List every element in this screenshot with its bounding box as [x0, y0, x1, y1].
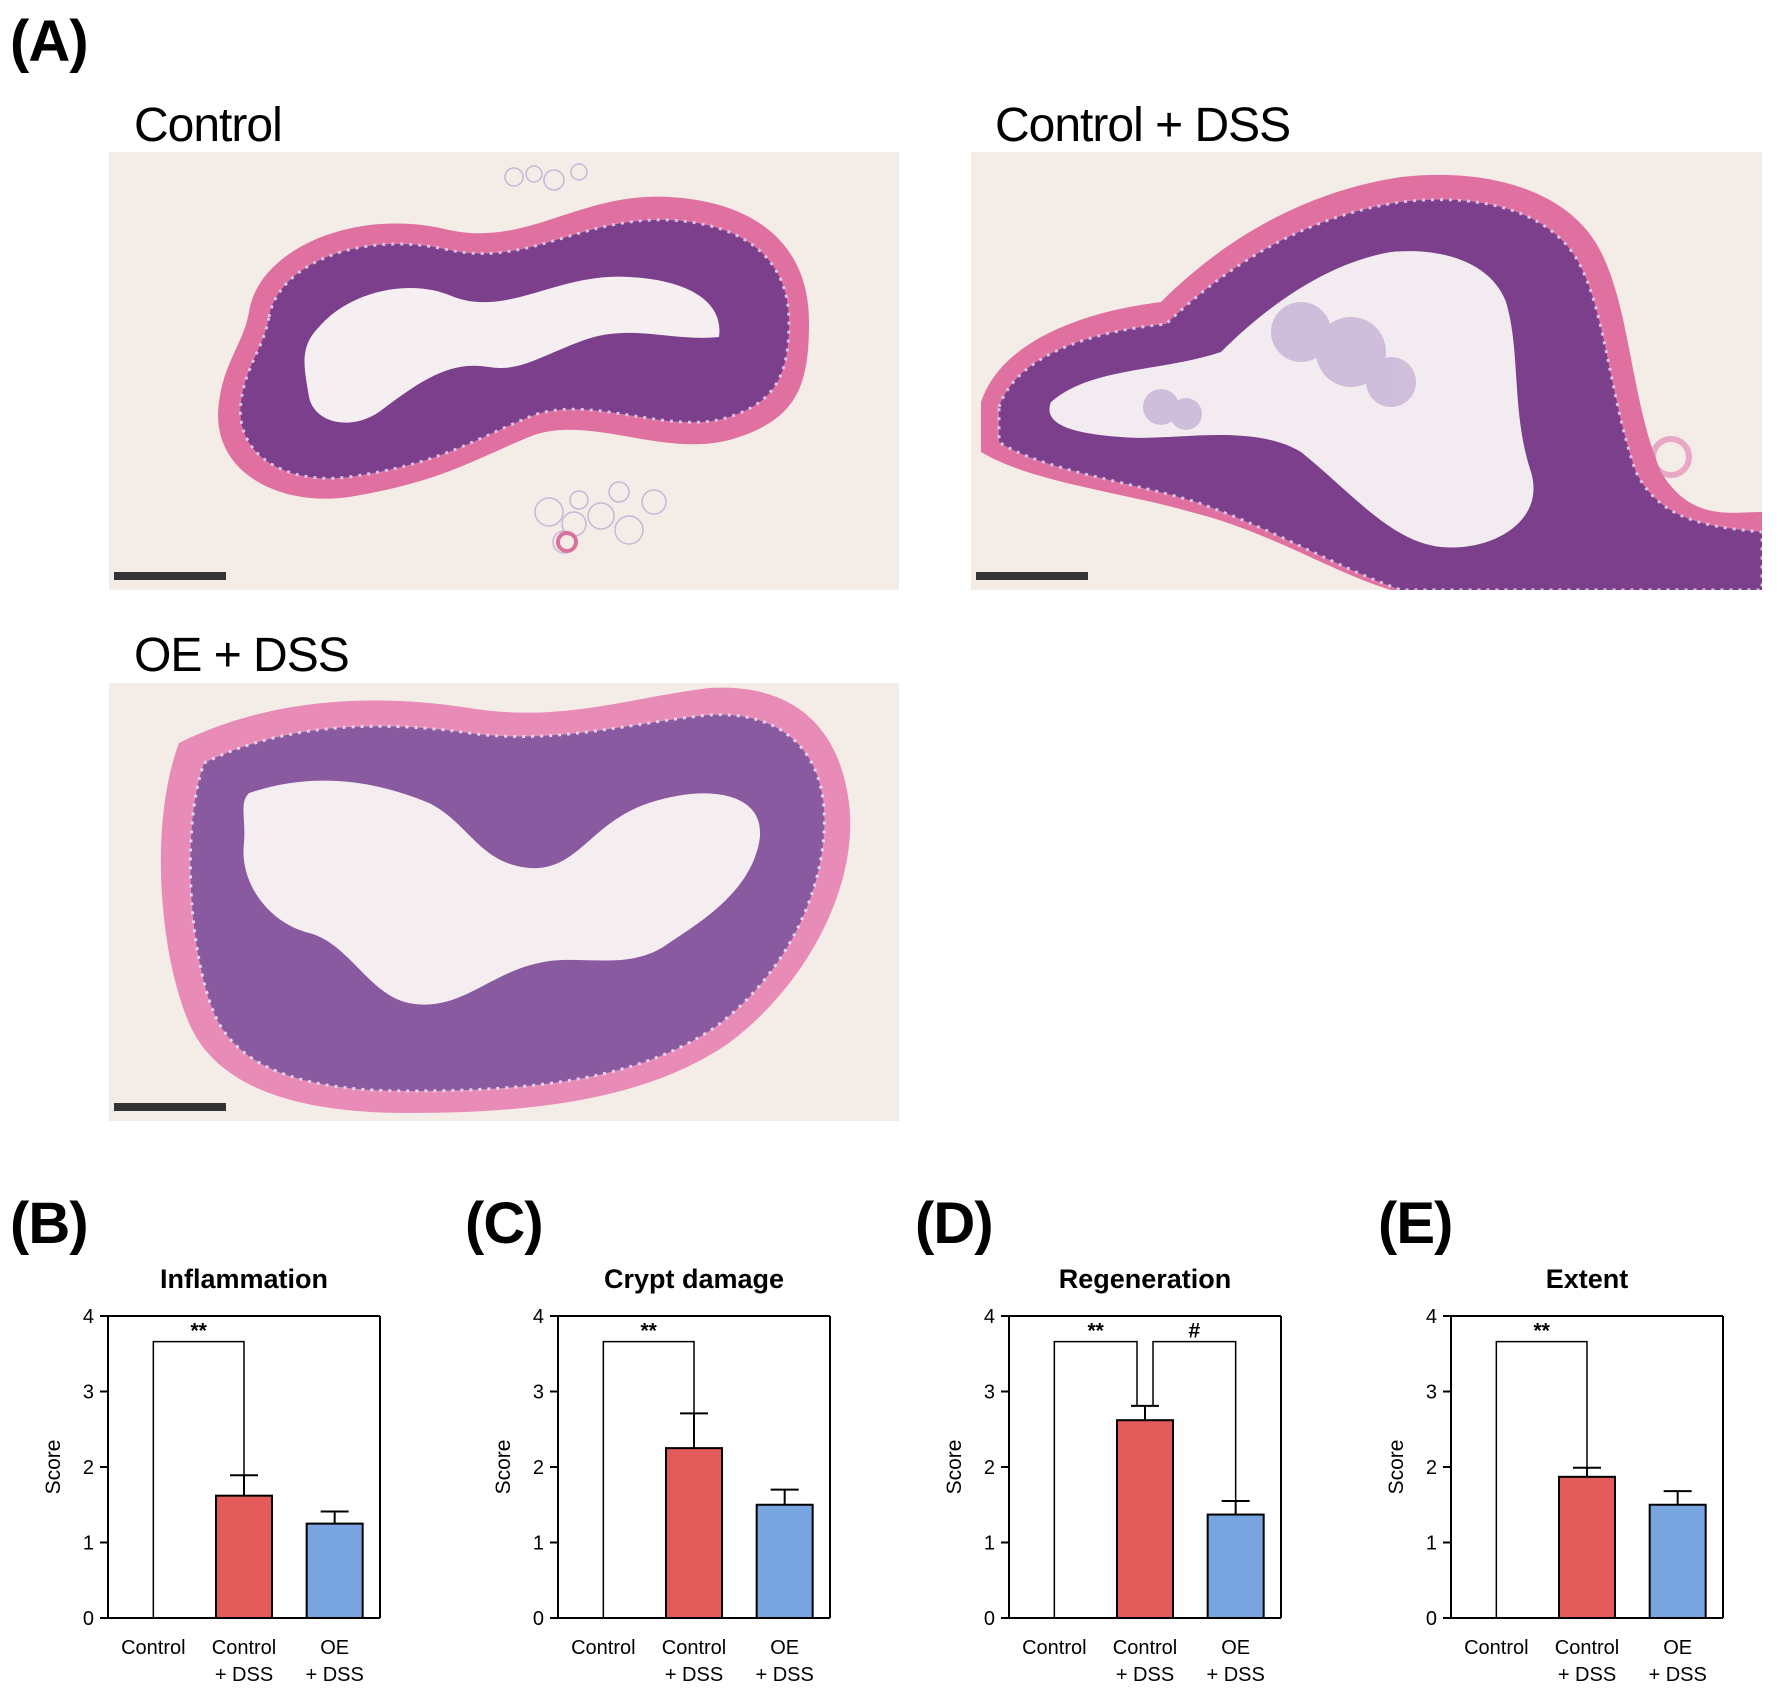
chart-title: Crypt damage [604, 1264, 784, 1294]
y-tick-label: 4 [533, 1306, 544, 1328]
y-tick-label: 3 [533, 1382, 544, 1404]
image-label-control: Control [134, 99, 283, 152]
x-category-label: Control [662, 1637, 726, 1659]
bar [1558, 1475, 1616, 1619]
significance-bracket [602, 1340, 695, 1618]
panel-label-d: (D) [915, 1191, 994, 1256]
significance-bracket [152, 1340, 245, 1618]
y-tick-label: 1 [533, 1533, 544, 1555]
chart-title: Inflammation [160, 1264, 328, 1294]
x-category-label: + DSS [1206, 1664, 1264, 1686]
chart-regeneration: Regeneration 0 1 2 3 4 Score Control Control + DS… [941, 1264, 1321, 1690]
y-tick-label: 3 [1426, 1382, 1437, 1404]
y-tick-label: 2 [1426, 1457, 1437, 1479]
y-tick-label: 1 [1426, 1533, 1437, 1555]
y-tick-label: 4 [83, 1306, 94, 1328]
significance-label: ** [1533, 1320, 1550, 1343]
bar [1648, 1503, 1707, 1619]
scale-bar [976, 572, 1088, 580]
y-tick-label: 0 [984, 1608, 995, 1630]
histology-image-control [109, 152, 899, 590]
panel-label-c: (C) [465, 1191, 544, 1256]
x-category-label: + DSS [1116, 1664, 1174, 1686]
chart-crypt-damage: Crypt damage 0 1 2 3 4 Score Control Control + DS… [490, 1264, 870, 1690]
x-category-label: Control [1464, 1637, 1528, 1659]
significance-label: # [1188, 1320, 1200, 1343]
x-category-label: Control [121, 1637, 185, 1659]
x-category-label: OE [320, 1637, 349, 1659]
chart-title: Regeneration [1059, 1264, 1232, 1294]
image-label-control-dss: Control + DSS [995, 99, 1291, 152]
chart-extent: Extent 0 1 2 3 4 Score Control Control + DSS OE + D… [1383, 1264, 1763, 1690]
y-tick-label: 4 [984, 1306, 995, 1328]
y-tick-label: 0 [83, 1608, 94, 1630]
bar [215, 1494, 273, 1619]
panel-label-e: (E) [1378, 1191, 1453, 1256]
histology-image-control-dss [971, 152, 1762, 590]
histology-image-oe-dss [109, 683, 899, 1121]
significance-bracket [1152, 1340, 1237, 1501]
y-tick-label: 2 [984, 1457, 995, 1479]
x-category-label: + DSS [305, 1664, 363, 1686]
scale-bar [114, 572, 226, 580]
y-tick-label: 0 [533, 1608, 544, 1630]
x-category-label: Control [1022, 1637, 1086, 1659]
x-category-label: + DSS [1648, 1664, 1706, 1686]
panel-label-a: (A) [10, 9, 89, 74]
y-axis-title: Score [42, 1440, 65, 1495]
x-category-label: + DSS [665, 1664, 723, 1686]
y-tick-label: 0 [1426, 1608, 1437, 1630]
image-label-oe-dss: OE + DSS [134, 629, 350, 682]
x-category-label: + DSS [215, 1664, 273, 1686]
x-category-label: OE [1221, 1637, 1250, 1659]
x-category-label: OE [770, 1637, 799, 1659]
y-axis-title: Score [943, 1440, 966, 1495]
bar [305, 1522, 364, 1619]
x-category-label: Control [1555, 1637, 1619, 1659]
y-tick-label: 4 [1426, 1306, 1437, 1328]
significance-label: ** [1087, 1320, 1104, 1343]
bar [1206, 1513, 1265, 1619]
y-tick-label: 1 [83, 1533, 94, 1555]
y-axis-title: Score [492, 1440, 515, 1495]
y-tick-label: 3 [83, 1382, 94, 1404]
bar [1116, 1419, 1174, 1619]
bar [665, 1447, 723, 1619]
x-category-label: Control [212, 1637, 276, 1659]
x-category-label: + DSS [1558, 1664, 1616, 1686]
significance-label: ** [190, 1320, 207, 1343]
y-tick-label: 1 [984, 1533, 995, 1555]
y-tick-label: 2 [83, 1457, 94, 1479]
bar [755, 1503, 814, 1619]
x-category-label: + DSS [755, 1664, 813, 1686]
chart-inflammation: Inflammation 0 1 2 3 4 Score Control Control + DS… [40, 1264, 420, 1690]
significance-label: ** [640, 1320, 657, 1343]
panel-label-b: (B) [10, 1191, 89, 1256]
significance-bracket [1495, 1340, 1588, 1618]
y-tick-label: 3 [984, 1382, 995, 1404]
x-category-label: Control [1113, 1637, 1177, 1659]
scale-bar [114, 1103, 226, 1111]
x-category-label: OE [1663, 1637, 1692, 1659]
significance-bracket [1053, 1340, 1138, 1618]
y-axis-title: Score [1385, 1440, 1408, 1495]
chart-title: Extent [1546, 1264, 1629, 1294]
y-tick-label: 2 [533, 1457, 544, 1479]
x-category-label: Control [571, 1637, 635, 1659]
